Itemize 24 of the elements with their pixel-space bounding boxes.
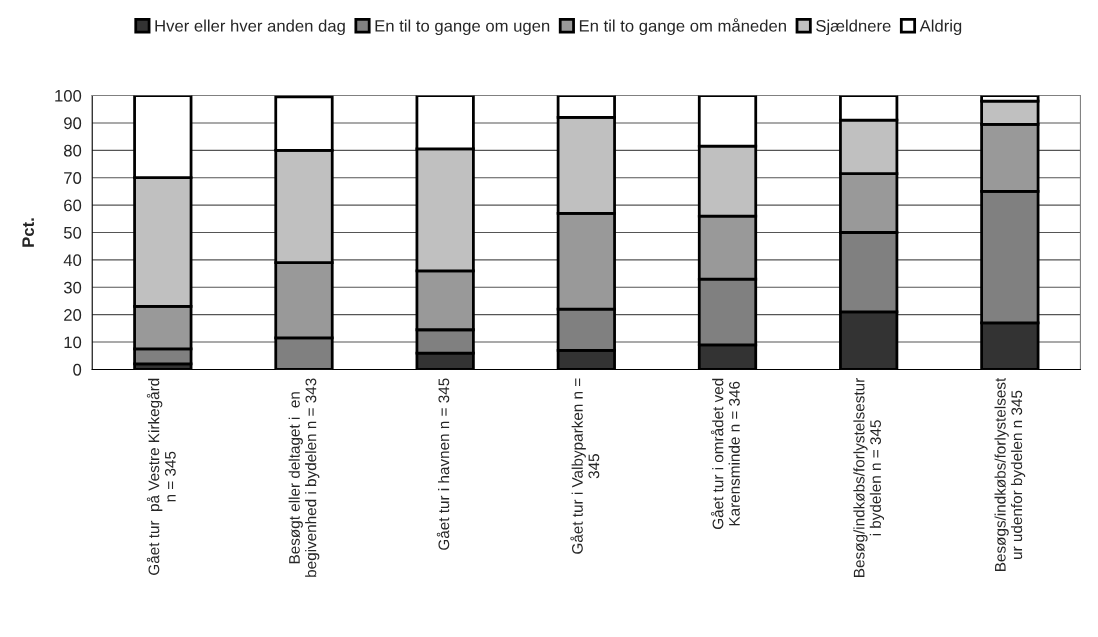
y-tick-label: 0	[73, 363, 82, 376]
legend-label: Aldrig	[919, 19, 962, 36]
y-tick-label: 60	[64, 199, 82, 212]
y-tick-label: 20	[64, 309, 82, 321]
legend-label: En til to gange om måneden	[579, 18, 786, 36]
y-tick-label: 10	[64, 336, 82, 349]
legend-label: En til to gange om ugen	[375, 19, 550, 36]
y-tick-label: 40	[63, 254, 82, 267]
y-tick-label: 90	[64, 117, 82, 130]
y-tick-label: 50	[63, 226, 82, 239]
y-axis-title: Pct.	[22, 218, 35, 247]
y-tick-label: 100	[55, 89, 82, 102]
legend-label: Hver eller hver anden dag	[155, 19, 345, 36]
x-tick-label: Gået tur i Valbyparken n = 345	[570, 378, 600, 554]
x-tick-label: Besøgt eller deltaget i en begivenhed i bydelen n = 343	[288, 378, 320, 577]
x-tick-label: Gået tur i havnen n = 345	[436, 378, 450, 550]
x-tick-label: Besøgs/indkøbs/forlystelsest ur udenfor bydelen n 345	[994, 377, 1026, 571]
x-tick-label: Besøg/indkøbs/forlystelsestur i bydelen n = 345	[853, 378, 885, 577]
y-tick-label: 80	[64, 144, 82, 157]
y-tick-label: 30	[63, 281, 82, 294]
x-tick-label: Gået tur på Vestre Kirkegård n = 345	[146, 378, 176, 575]
x-tick-label: Gået tur i området ved Karensminde n = 346	[710, 378, 740, 530]
legend-label: Sjældnere	[816, 19, 891, 36]
y-tick-label: 70	[64, 172, 82, 184]
